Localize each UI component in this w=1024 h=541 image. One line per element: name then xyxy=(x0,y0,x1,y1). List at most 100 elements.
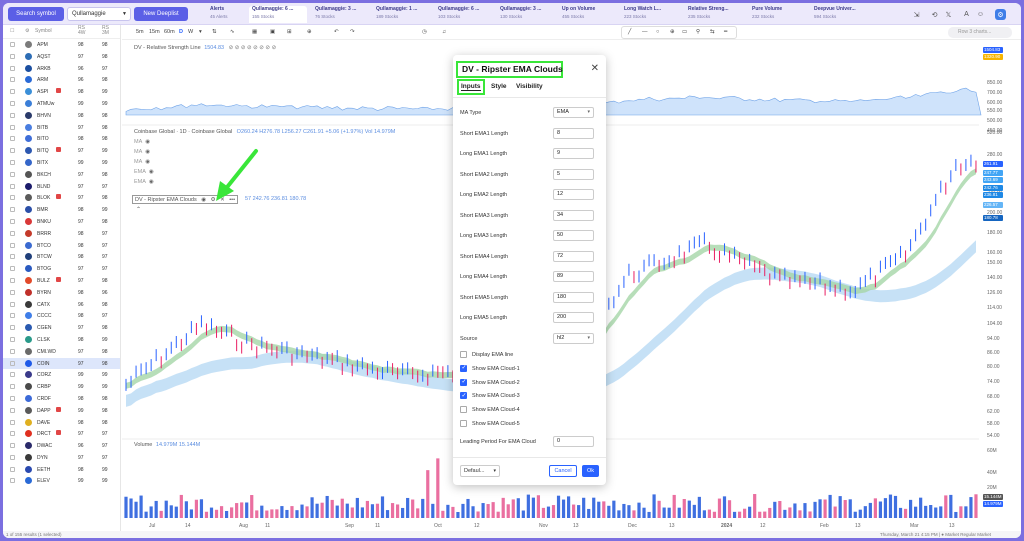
deeplist-tab[interactable]: Qullamaggie: 6 ... 155 Stocks xyxy=(249,6,307,23)
watchlist-row[interactable]: AQST 97 98 xyxy=(3,51,120,63)
row-checkbox[interactable] xyxy=(10,159,15,165)
note-icon[interactable]: ▭ xyxy=(682,29,688,35)
deeplist-tab[interactable]: Alerts 45 Alerts xyxy=(207,6,265,23)
watchlist-row[interactable]: BMR 98 99 xyxy=(3,204,120,216)
clock-icon[interactable]: ◷ xyxy=(422,29,427,35)
chart-search-input[interactable]: Row 3 charts... xyxy=(948,27,1012,38)
field-input[interactable]: 200 xyxy=(553,312,594,323)
tab-visibility[interactable]: Visibility xyxy=(516,83,543,90)
eye-icon[interactable]: ◉ xyxy=(148,179,154,185)
watchlist-row[interactable]: ATMUw 99 99 xyxy=(3,98,120,110)
field-input[interactable]: 8 xyxy=(553,127,594,139)
layout-icon[interactable]: ⊞ xyxy=(287,29,292,35)
tab-inputs[interactable]: Inputs xyxy=(457,79,485,95)
row-checkbox[interactable] xyxy=(10,301,15,307)
ma-legend-row[interactable]: MA ◉ xyxy=(134,139,150,145)
watchlist-row[interactable]: COIN 97 98 xyxy=(3,357,120,370)
watchlist-row[interactable]: ASPI 98 99 xyxy=(3,86,120,98)
price-axis[interactable]: 850.00 700.00 600.00 550.00 500.00 450.00 520… xyxy=(979,25,1021,531)
watchlist-row[interactable]: ARM 96 98 xyxy=(3,74,120,86)
rs-indicator-icons[interactable]: ⊘ ⊘ ⊘ ⊘ ⊘ ⊘ ⊘ ⊘ xyxy=(228,45,277,51)
fib-icon[interactable]: ⚲ xyxy=(696,29,701,35)
row-checkbox[interactable] xyxy=(10,53,15,59)
row-checkbox[interactable] xyxy=(10,266,15,272)
cancel-button[interactable]: Cancel xyxy=(549,465,577,477)
field-select[interactable]: hl2 ▾ xyxy=(553,332,594,344)
deeplist-tab[interactable]: Qullamaggie: 3 ... 130 Stocks xyxy=(497,6,555,23)
interval-5m[interactable]: 5m xyxy=(136,29,144,35)
watchlist-row[interactable]: DWAC 96 97 xyxy=(3,440,120,452)
ma-legend-row[interactable]: EMA ◉ xyxy=(134,169,154,175)
checkbox[interactable] xyxy=(460,406,467,414)
row-checkbox[interactable] xyxy=(10,171,15,177)
eye-icon[interactable]: ◉ xyxy=(148,169,154,175)
interval-d[interactable]: D xyxy=(179,29,183,35)
tab-style[interactable]: Style xyxy=(491,83,507,90)
interval-15m[interactable]: 15m xyxy=(149,29,160,35)
watchlist-row[interactable]: BLOK 97 98 xyxy=(3,192,120,204)
watchlist-row[interactable]: CRDF 98 98 xyxy=(3,393,120,405)
deeplist-tab[interactable]: Deepvue Univer... 594 Stocks xyxy=(811,6,869,23)
row-checkbox[interactable] xyxy=(10,348,15,354)
snapshot-icon[interactable]: ▣ xyxy=(270,29,276,35)
grid-icon[interactable]: ▦ xyxy=(252,29,258,35)
row-checkbox[interactable] xyxy=(10,372,15,378)
chart-type-icon[interactable]: ∿ xyxy=(230,29,235,35)
row-checkbox[interactable] xyxy=(10,325,15,331)
row-checkbox[interactable] xyxy=(10,277,15,283)
checkbox[interactable] xyxy=(460,420,467,427)
text-size-icon[interactable]: A xyxy=(964,11,969,18)
watchlist-row[interactable]: BRRR 98 97 xyxy=(3,228,120,240)
row-checkbox[interactable] xyxy=(10,89,15,95)
eye-icon[interactable]: ◉ xyxy=(145,139,151,145)
field-input[interactable]: 180 xyxy=(553,291,594,303)
watchlist-row[interactable]: CGEN 97 98 xyxy=(3,322,120,334)
field-input[interactable]: 50 xyxy=(553,230,594,241)
row-checkbox[interactable] xyxy=(10,207,15,213)
watchlist-row[interactable]: DRCT 97 97 xyxy=(3,428,120,440)
settings-icon[interactable]: ⚙ xyxy=(995,9,1006,20)
row-checkbox[interactable] xyxy=(10,466,15,472)
field-input[interactable]: 5 xyxy=(553,168,594,180)
row-checkbox[interactable] xyxy=(10,242,15,248)
watchlist-row[interactable]: BITB 97 98 xyxy=(3,122,120,134)
circle-icon[interactable]: ○ xyxy=(656,29,660,35)
refresh-icon[interactable]: ⟲ xyxy=(931,11,938,19)
leading-period-input[interactable]: 0 xyxy=(553,436,594,447)
field-input[interactable]: 12 xyxy=(553,189,594,200)
checkbox[interactable] xyxy=(460,378,467,386)
ma-legend-row[interactable]: MA ◉ xyxy=(134,149,150,155)
interval-w[interactable]: W xyxy=(188,29,194,35)
eye-icon[interactable]: ◉ xyxy=(145,159,151,165)
field-input[interactable]: 72 xyxy=(553,250,594,262)
watchlist-row[interactable]: BITO 98 98 xyxy=(3,133,120,145)
ok-button[interactable]: Ok xyxy=(582,465,599,477)
settings-icon[interactable]: ⚙ xyxy=(210,197,216,203)
checkbox[interactable] xyxy=(460,392,467,400)
deeplist-tab[interactable]: Up on Volume 455 Stocks xyxy=(559,6,617,23)
row-checkbox[interactable] xyxy=(10,100,15,106)
column-rs-4w[interactable]: RS 4W xyxy=(78,25,86,36)
row-checkbox[interactable] xyxy=(10,136,15,142)
watchlist-row[interactable]: EETH 98 99 xyxy=(3,464,120,476)
compare-icon[interactable]: ⊕ xyxy=(307,29,312,35)
new-deeplist-button[interactable]: New Deeplist xyxy=(134,7,188,21)
row-checkbox[interactable] xyxy=(10,148,15,154)
column-symbol[interactable]: Symbol xyxy=(35,28,52,34)
add-text-icon[interactable]: ⊕ xyxy=(670,29,675,35)
row-checkbox[interactable] xyxy=(10,65,15,71)
row-checkbox[interactable] xyxy=(10,407,15,413)
row-checkbox[interactable] xyxy=(10,77,15,83)
indicators-icon[interactable]: ⇅ xyxy=(212,29,217,35)
row-checkbox[interactable] xyxy=(10,42,15,47)
row-checkbox[interactable] xyxy=(10,443,15,449)
watchlist-row[interactable]: BULZ 97 98 xyxy=(3,275,120,287)
user-icon[interactable]: ☺ xyxy=(976,11,985,18)
row-checkbox[interactable] xyxy=(10,431,15,437)
deeplist-tab[interactable]: Qullamaggie: 3 ... 76 Stocks xyxy=(312,6,370,23)
trendline-icon[interactable]: ╱ xyxy=(628,29,632,35)
field-input[interactable]: 34 xyxy=(553,209,594,221)
eye-icon[interactable]: ◉ xyxy=(201,197,207,203)
ripster-legend[interactable]: DV - Ripster EMA Clouds ◉ ⚙ ✕ ••• xyxy=(132,195,239,204)
expand-icon[interactable]: ⇲ xyxy=(913,11,920,19)
